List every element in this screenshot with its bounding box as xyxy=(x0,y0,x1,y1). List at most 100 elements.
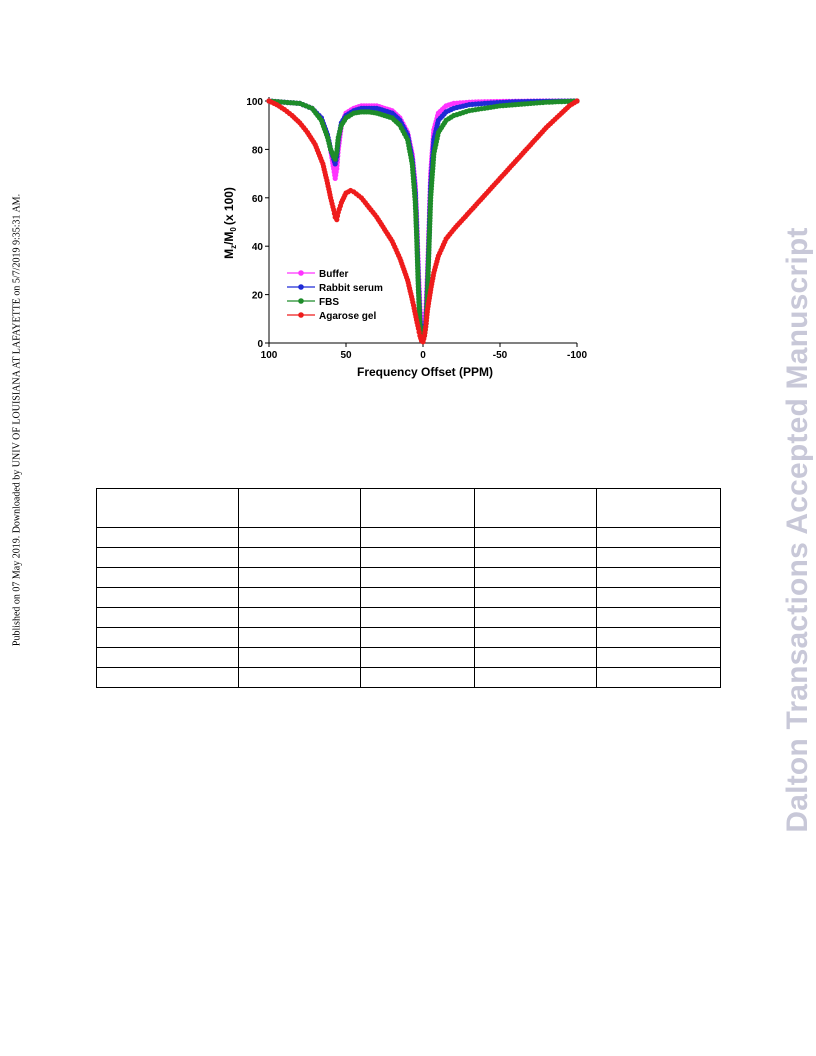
table-header-row xyxy=(96,488,721,528)
series-layer xyxy=(266,98,580,345)
table-cell xyxy=(96,567,239,588)
table-cell xyxy=(238,587,361,608)
side-note-text: Published on 07 May 2019. Downloaded by … xyxy=(11,193,23,647)
y-axis-title-tail: (x 100) xyxy=(222,187,236,225)
table-cell xyxy=(474,647,597,668)
table-cell xyxy=(360,667,475,688)
legend-label: FBS xyxy=(319,297,339,308)
legend-swatch-marker xyxy=(298,312,304,318)
series-line xyxy=(268,100,578,340)
table-cell xyxy=(238,547,361,568)
table-cell xyxy=(474,627,597,648)
table-row xyxy=(96,667,721,688)
y-axis-title-sub1: z xyxy=(229,245,238,249)
y-tick-label: 80 xyxy=(252,145,264,156)
legend-label: Agarose gel xyxy=(319,311,376,322)
table-cell xyxy=(238,607,361,628)
tick-labels: 100 50 0 -50 -100 0 20 40 60 80 100 xyxy=(246,97,587,361)
table-row xyxy=(96,587,721,608)
legend-entry: Agarose gel xyxy=(287,311,376,322)
x-axis-title: Frequency Offset (PPM) xyxy=(357,365,493,379)
table-cell xyxy=(360,587,475,608)
y-tick-label: 100 xyxy=(246,97,263,108)
legend-swatch-marker xyxy=(298,284,304,290)
table-cell xyxy=(596,488,721,528)
data-point xyxy=(574,98,580,104)
table-row xyxy=(96,627,721,648)
table-cell xyxy=(238,627,361,648)
table-cell xyxy=(360,607,475,628)
y-tick-label: 40 xyxy=(252,242,264,253)
table-row xyxy=(96,567,721,588)
table-cell xyxy=(596,607,721,628)
table-cell xyxy=(96,647,239,668)
y-axis-title-main: M xyxy=(222,249,236,259)
series-rabbit-serum xyxy=(266,98,580,341)
table-cell xyxy=(360,527,475,548)
table-cell xyxy=(96,627,239,648)
data-table xyxy=(96,488,721,688)
x-tick-label: 100 xyxy=(261,350,278,361)
table-cell xyxy=(96,587,239,608)
y-axis-title: Mz/M0 (x 100) xyxy=(222,187,238,259)
table-cell xyxy=(96,547,239,568)
table-cell xyxy=(96,488,239,528)
table-cell xyxy=(96,667,239,688)
y-tick-label: 60 xyxy=(252,194,264,205)
table-cell xyxy=(474,607,597,628)
table-row xyxy=(96,607,721,628)
series-fbs xyxy=(266,98,580,341)
series-buffer xyxy=(266,98,580,341)
table-cell xyxy=(474,488,597,528)
table-cell xyxy=(238,647,361,668)
table-cell xyxy=(596,547,721,568)
saturation-spectrum-figure: 100 50 0 -50 -100 0 20 40 60 80 100 Frequency Offs… xyxy=(215,85,610,385)
y-axis-title-sub2: 0 xyxy=(229,227,238,232)
journal-watermark: Dalton Transactions Accepted Manuscript xyxy=(768,215,816,845)
table-cell xyxy=(96,607,239,628)
chart-legend: Buffer Rabbit serum FBS Agarose gel xyxy=(287,269,383,322)
table-cell xyxy=(596,567,721,588)
table-cell xyxy=(474,587,597,608)
table-cell xyxy=(596,527,721,548)
publication-side-note: Published on 07 May 2019. Downloaded by … xyxy=(10,165,24,675)
series-line xyxy=(268,100,578,341)
table-cell xyxy=(238,527,361,548)
series-agarose-gel xyxy=(266,98,580,345)
table-cell xyxy=(474,567,597,588)
table-cell xyxy=(596,647,721,668)
table-cell xyxy=(238,488,361,528)
table-cell xyxy=(474,547,597,568)
table-cell xyxy=(474,527,597,548)
legend-swatch-marker xyxy=(298,270,304,276)
legend-entry: FBS xyxy=(287,297,339,308)
legend-entry: Rabbit serum xyxy=(287,283,383,294)
table-cell xyxy=(238,667,361,688)
table-cell xyxy=(96,527,239,548)
table-cell xyxy=(360,547,475,568)
table-cell xyxy=(596,667,721,688)
table-cell xyxy=(360,627,475,648)
legend-entry: Buffer xyxy=(287,269,349,280)
table-row xyxy=(96,527,721,548)
x-tick-label: 50 xyxy=(340,350,352,361)
table-cell xyxy=(596,587,721,608)
y-tick-label: 0 xyxy=(257,339,263,350)
watermark-text: Dalton Transactions Accepted Manuscript xyxy=(781,227,814,833)
table-cell xyxy=(474,667,597,688)
spectrum-chart: 100 50 0 -50 -100 0 20 40 60 80 100 Frequency Offs… xyxy=(222,97,587,379)
legend-swatch-marker xyxy=(298,298,304,304)
table-row xyxy=(96,547,721,568)
x-tick-label: 0 xyxy=(420,350,426,361)
table-cell xyxy=(360,567,475,588)
table-row xyxy=(96,647,721,668)
table-cell xyxy=(596,627,721,648)
legend-label: Rabbit serum xyxy=(319,283,383,294)
y-axis-title-mid: /M xyxy=(222,232,236,245)
y-tick-label: 20 xyxy=(252,291,264,302)
series-line xyxy=(268,100,578,343)
x-tick-label: -50 xyxy=(493,350,508,361)
x-tick-label: -100 xyxy=(567,350,587,361)
series-line xyxy=(268,100,577,339)
legend-label: Buffer xyxy=(319,269,349,280)
